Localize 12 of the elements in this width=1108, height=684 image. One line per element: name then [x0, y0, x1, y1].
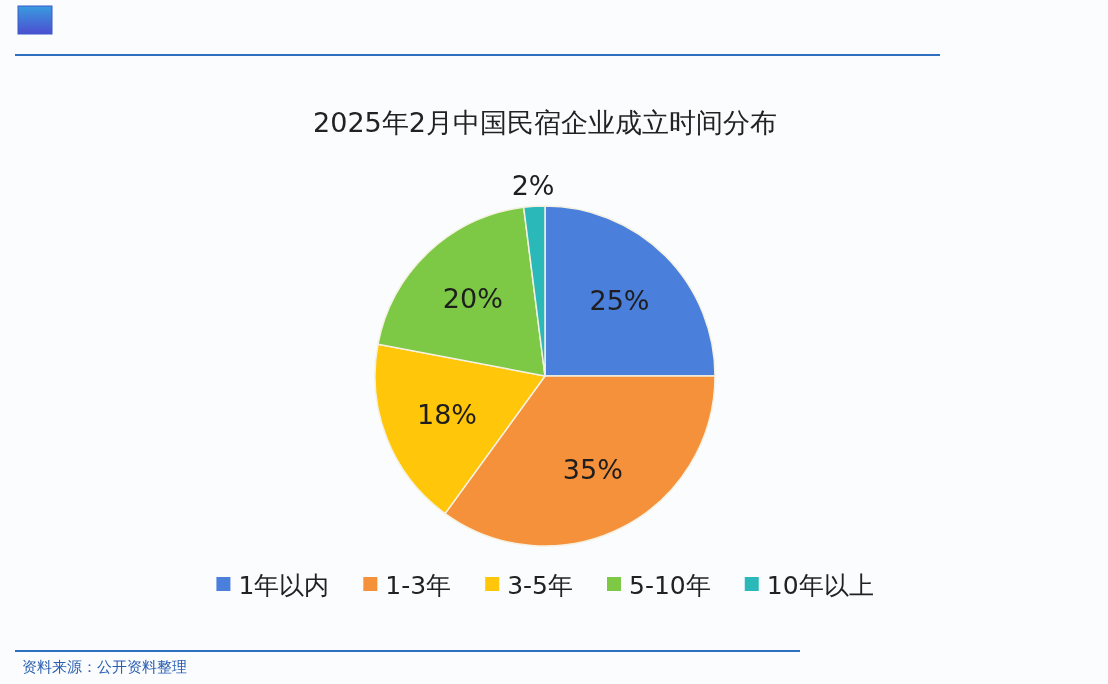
legend-label: 3-5年 — [507, 571, 574, 600]
data-label: 18% — [416, 398, 478, 430]
legend-label: 1-3年 — [385, 571, 452, 600]
data-label: 35% — [562, 453, 623, 485]
data-label: 2% — [511, 170, 555, 202]
chart-title: 2025年2月中国民宿企业成立时间分布 — [313, 107, 777, 138]
legend-label: 1年以内 — [238, 571, 330, 600]
legend-label: 5-10年 — [629, 571, 711, 600]
legend-label: 10年以上 — [766, 571, 874, 600]
text: 资料来源：公开资料整理 — [22, 658, 187, 676]
data-label: 20% — [442, 283, 503, 315]
data-label: 25% — [589, 285, 650, 317]
